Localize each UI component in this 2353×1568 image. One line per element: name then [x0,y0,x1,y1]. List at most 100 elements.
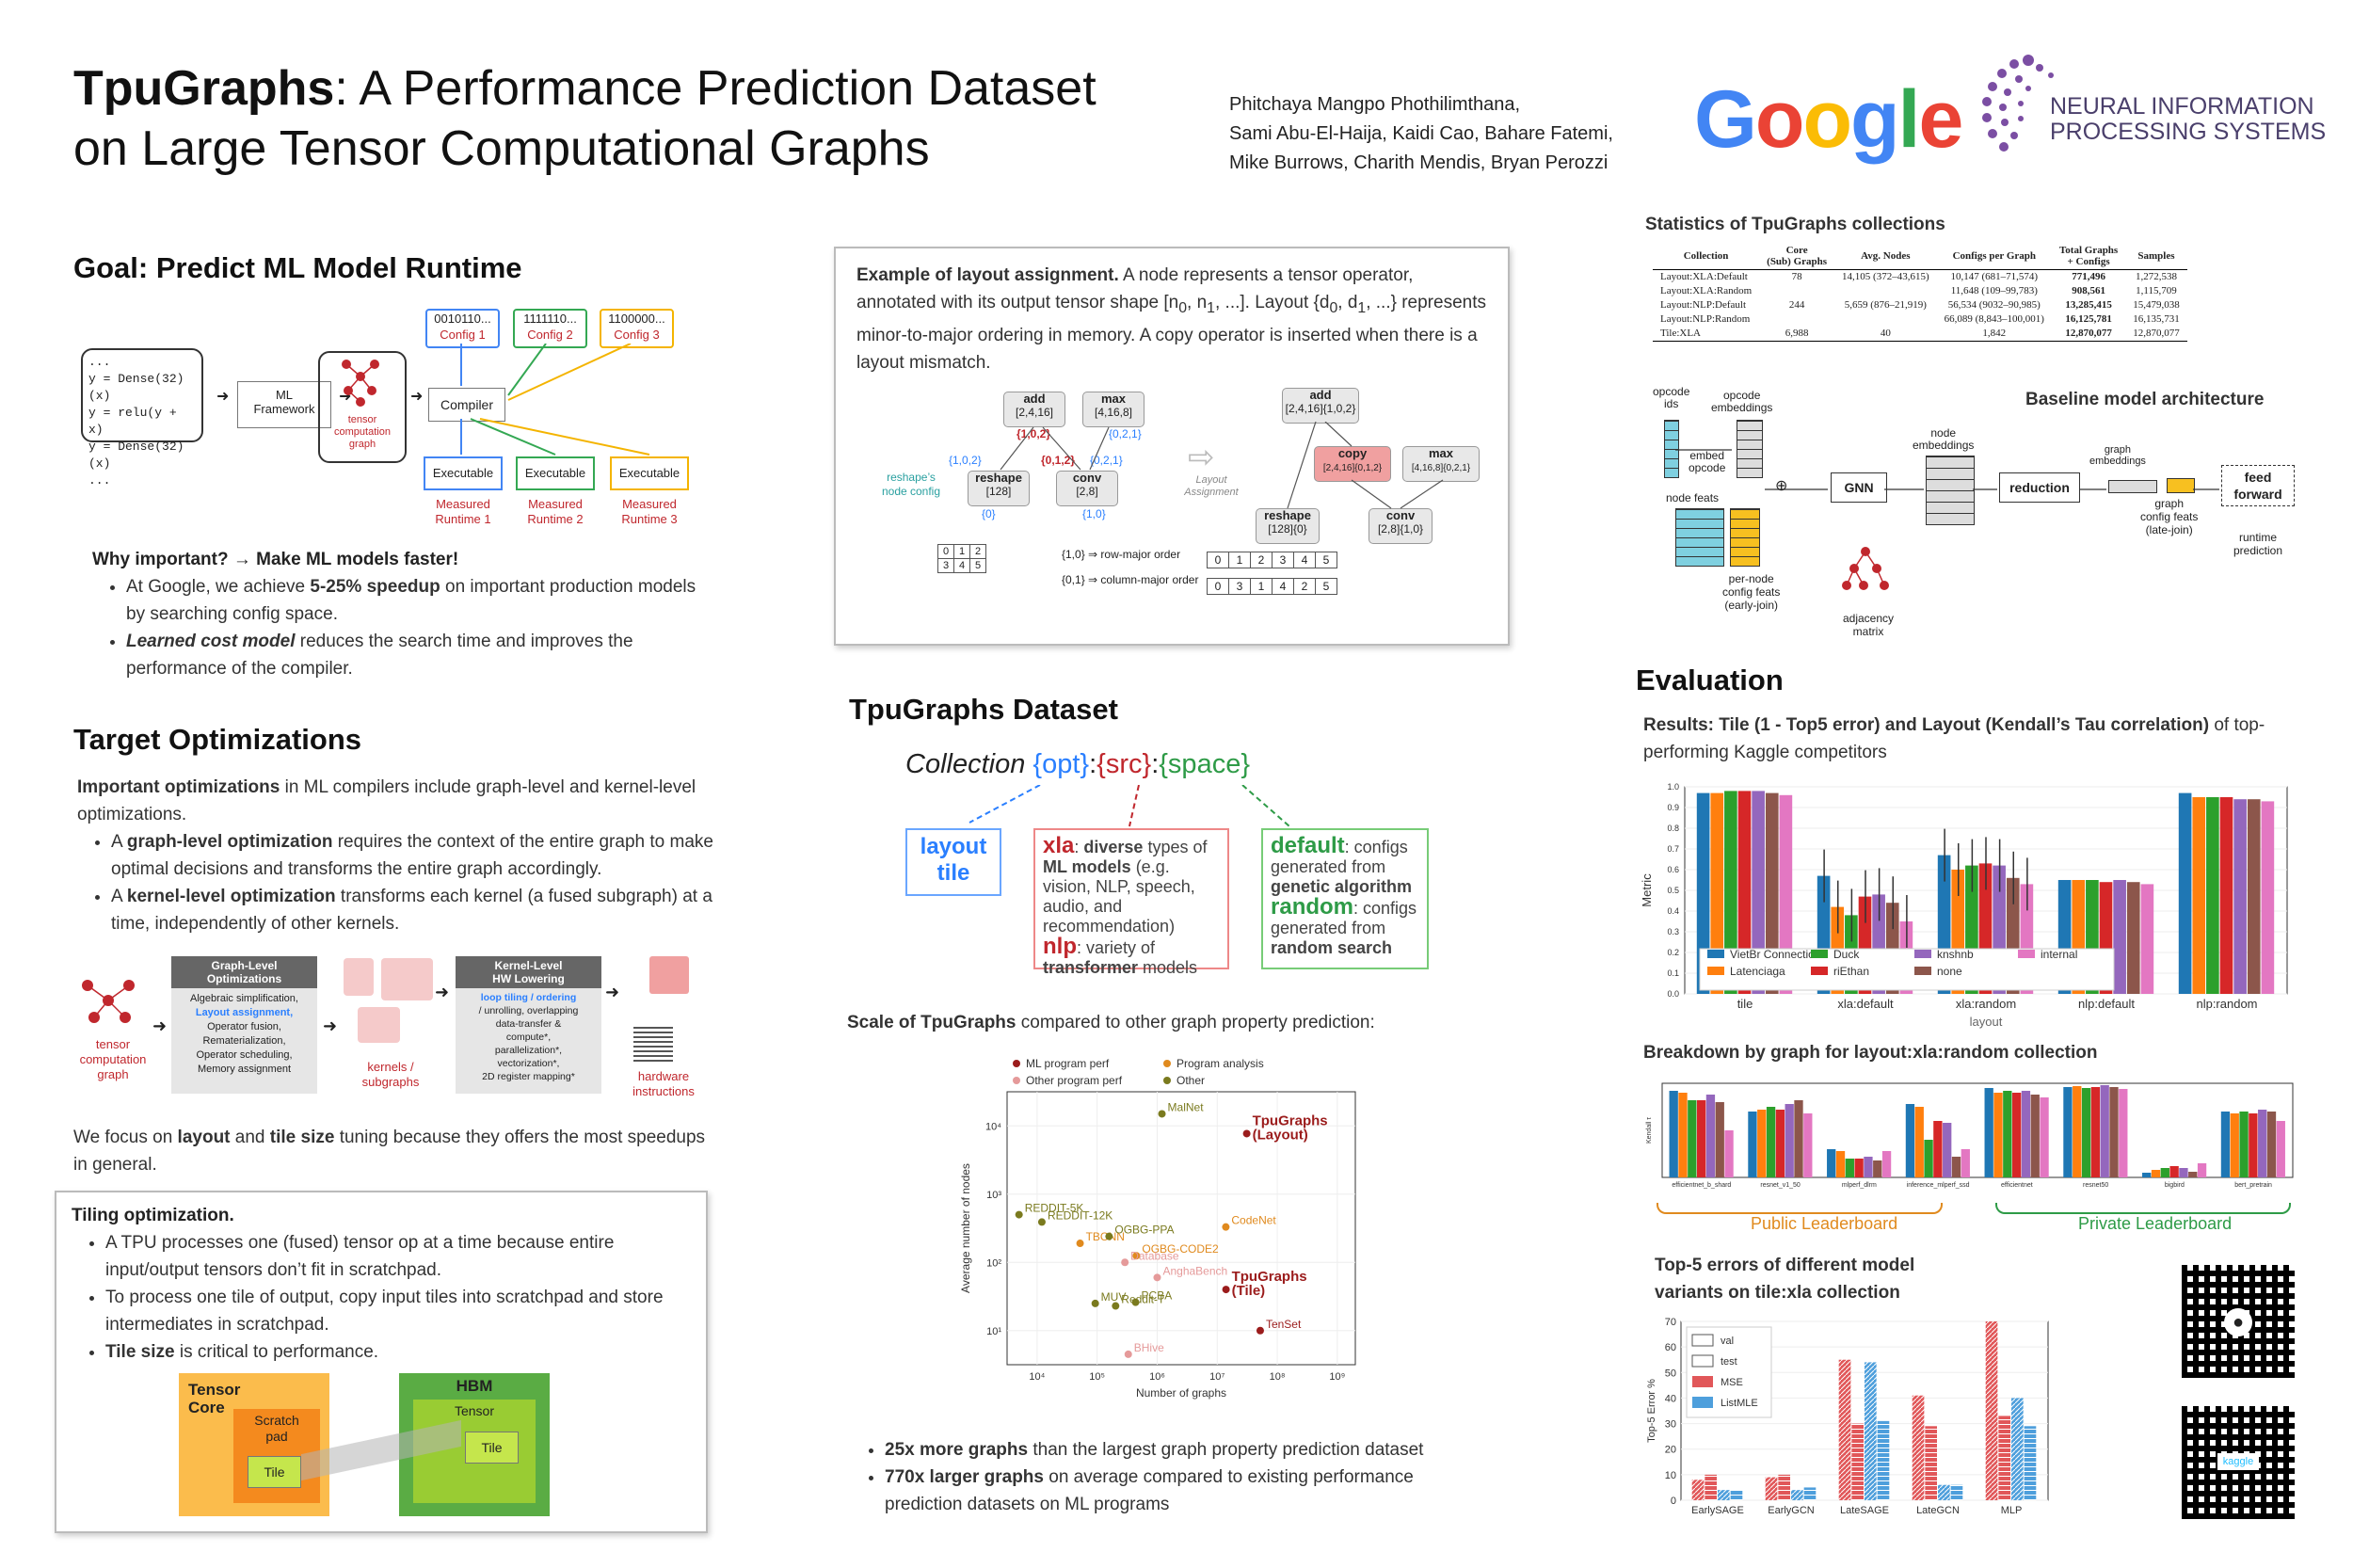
bar [1775,1110,1785,1177]
point-label: Database [1130,1249,1179,1262]
executable-2: Executable [516,456,595,490]
tensor-graph-label: tensor computation graph [79,1037,147,1081]
kernels-figure [344,958,438,1048]
bar [2040,1097,2049,1177]
bar [1998,1416,2010,1500]
y-tick-label: 0.9 [1667,803,1679,812]
bar [1748,1112,1757,1177]
scatter-point [1132,1252,1141,1260]
y-tick-label: 10¹ [986,1326,1001,1337]
scale-scatter-chart: 10⁴ 10⁵ 10⁶ 10⁷ 10⁸ 10⁹ 10¹ 10² 10³ 10⁴ Number of … [959,1057,1356,1400]
evaluation-heading: Evaluation [1636,664,1784,696]
legend-label: test [1721,1356,1737,1368]
code-snippet: ... y = Dense(32)(x) y = relu(y + x) y = De… [81,348,203,488]
stats-col-header: Avg. Nodes [1834,243,1937,270]
bar [1961,1149,1970,1177]
bar [2192,797,2206,994]
scatter-point [1222,1223,1230,1231]
legend-swatch [1691,1334,1714,1347]
kernels-label: kernels / subgraphs [361,1060,420,1089]
stats-col-header: Samples [2125,243,2187,270]
bar [1779,794,1793,994]
bar [2258,1110,2267,1177]
bar [2230,1113,2239,1177]
scatter-point [1112,1302,1120,1310]
bar [1765,792,1779,994]
target-body: Important optimizations in ML compilers … [77,774,717,937]
layout-example-box: Example of layout assignment. A node rep… [834,247,1510,646]
node-emb-matrix [1926,456,1975,525]
tensor-graph-icon [82,980,135,1023]
bar [1778,1474,1790,1500]
bar [1766,1107,1776,1177]
y-tick-label: 0.3 [1667,927,1679,936]
bar [2169,1166,2179,1177]
bar [1718,1490,1730,1500]
legend-swatch [1914,950,1931,958]
bar [1835,1151,1846,1177]
bar [2063,1087,2073,1177]
legend-label: Other program perf [1026,1074,1123,1087]
opcode-ids-vector [1664,420,1679,478]
legend-swatch [1707,950,1724,958]
executable-1: Executable [424,456,503,490]
x-tick-label: bert_pretrain [2234,1182,2272,1189]
x-tick-label: inference_mlperf_ssd [1907,1182,1970,1189]
bar [1737,791,1752,994]
y-tick-label: 0.5 [1667,886,1679,895]
bar [1943,1123,1952,1177]
stats-col-header: Configs per Graph [1936,243,2052,270]
x-tick-label: LateGCN [1916,1505,1960,1516]
x-tick-label: LateSAGE [1840,1505,1889,1516]
point-label: TpuGraphs [1232,1269,1307,1285]
bar [2206,797,2219,994]
bar [2140,884,2154,994]
x-tick-label: tile [1737,997,1753,1011]
y-tick-label: 1.0 [1667,782,1679,792]
legend-swatch [1811,950,1828,958]
y-tick-label: 0.1 [1667,968,1679,978]
x-tick-label: resnet_v1_50 [1760,1182,1801,1189]
bar [1669,1091,1678,1177]
top5-error-chart: 0 10 20 30 40 50 60 70 Top-5 Error % EarlySAGE Ear… [1646,1317,2049,1516]
node-reshape-assigned: reshape [128]{0} [1256,508,1320,544]
col-major-note: {0,1} ⇒ column-major order [1062,573,1199,586]
legend-label: ML program perf [1026,1057,1110,1070]
bar [1730,1490,1743,1500]
executable-3: Executable [610,456,689,490]
runtime-2: Measured Runtime 2 [527,497,584,526]
legend-swatch [1692,1397,1713,1408]
legend-marker [1163,1060,1171,1067]
architecture-arrows [1675,449,2219,490]
node-reshape: reshape [128] [968,471,1030,506]
config-feats-matrix [1730,508,1760,567]
bar [1864,1157,1873,1177]
poster-title: TpuGraphs: A Performance Prediction Data… [73,61,1096,176]
compiler-box: Compiler [428,388,505,422]
scatter-point [1037,1218,1046,1226]
bar [1993,1093,2003,1177]
bar [2021,1091,2031,1177]
bar [1705,1474,1717,1500]
breakdown-caption: Breakdown by graph for layout:xla:random… [1643,1043,2098,1063]
point-label: AnghaBench [1162,1264,1227,1277]
point-label: MalNet [1168,1100,1205,1113]
layout-arrow-icon: ⇨ [1188,440,1215,475]
x-axis-label: Number of graphs [1136,1386,1226,1400]
point-label: PCBA [1142,1289,1173,1303]
x-tick-label: 10⁴ [1029,1371,1045,1383]
bar [1827,1149,1836,1177]
dataset-bullets: 25x more graphs than the largest graph p… [851,1436,1472,1518]
config-arrows [460,344,650,456]
x-tick-label: nlp:random [2196,997,2257,1011]
bar [1803,1113,1813,1177]
bar [1803,1487,1817,1500]
kaggle-icon: kaggle [2217,1453,2259,1470]
scatter-point [1015,1210,1023,1219]
y-tick-label: 70 [1665,1317,1676,1328]
x-tick-label: efficientnet_b_shard [1672,1182,1731,1189]
leaderboard-chart: 0.0 0.1 0.2 0.3 0.4 0.5 0.6 0.7 0.8 0.9 1.0 Metric t… [1640,782,2288,1029]
x-tick-label: nlp:default [2078,997,2135,1011]
legend-swatch [1811,967,1828,975]
